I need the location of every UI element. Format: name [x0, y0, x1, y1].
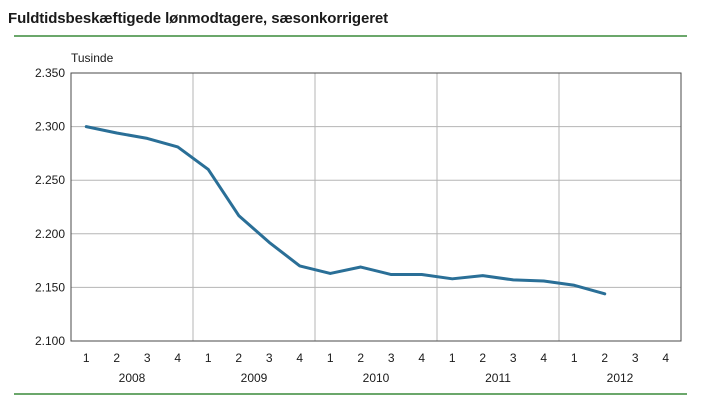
y-tick-label: 2.100	[35, 334, 65, 348]
year-tick-label: 2010	[363, 371, 390, 385]
quarter-tick-label: 3	[632, 351, 639, 365]
quarter-tick-label: 2	[357, 351, 364, 365]
quarter-tick-label: 1	[449, 351, 456, 365]
y-tick-labels: 2.100 2.150 2.200 2.250 2.300 2.350	[35, 66, 65, 348]
quarter-tick-label: 4	[296, 351, 303, 365]
quarter-tick-label: 1	[327, 351, 334, 365]
quarter-tick-label: 4	[418, 351, 425, 365]
chart-title: Fuldtidsbeskæftigede lønmodtagere, sæson…	[8, 10, 389, 27]
quarter-tick-label: 2	[113, 351, 120, 365]
y-tick-label: 2.350	[35, 66, 65, 80]
quarter-tick-label: 2	[601, 351, 608, 365]
quarter-tick-label: 4	[174, 351, 181, 365]
year-tick-label: 2009	[241, 371, 268, 385]
quarter-tick-label: 1	[83, 351, 90, 365]
quarter-tick-label: 2	[235, 351, 242, 365]
y-tick-label: 2.300	[35, 120, 65, 134]
year-tick-label: 2008	[119, 371, 146, 385]
quarter-tick-label: 1	[571, 351, 578, 365]
y-tick-label: 2.250	[35, 173, 65, 187]
plot-frame	[70, 72, 682, 342]
quarter-tick-label: 4	[662, 351, 669, 365]
quarter-tick-label: 3	[144, 351, 151, 365]
quarter-tick-label: 4	[540, 351, 547, 365]
y-tick-label: 2.150	[35, 280, 65, 294]
gridlines	[71, 73, 681, 341]
quarter-tick-label: 3	[266, 351, 273, 365]
y-axis-unit-label: Tusinde	[71, 51, 114, 65]
year-tick-label: 2011	[485, 371, 511, 385]
x-tick-labels: 1 2 3 4 1 2 3 4 1 2 3 4 1 2 3 4 1 2 3 4 2008 2009 2010 2011 2012	[83, 351, 670, 385]
quarter-tick-label: 1	[205, 351, 212, 365]
y-tick-label: 2.200	[35, 227, 65, 241]
series-line	[84, 125, 607, 296]
year-tick-label: 2012	[607, 371, 634, 385]
quarter-tick-label: 3	[388, 351, 395, 365]
quarter-tick-label: 2	[479, 351, 486, 365]
quarter-tick-label: 3	[510, 351, 517, 365]
